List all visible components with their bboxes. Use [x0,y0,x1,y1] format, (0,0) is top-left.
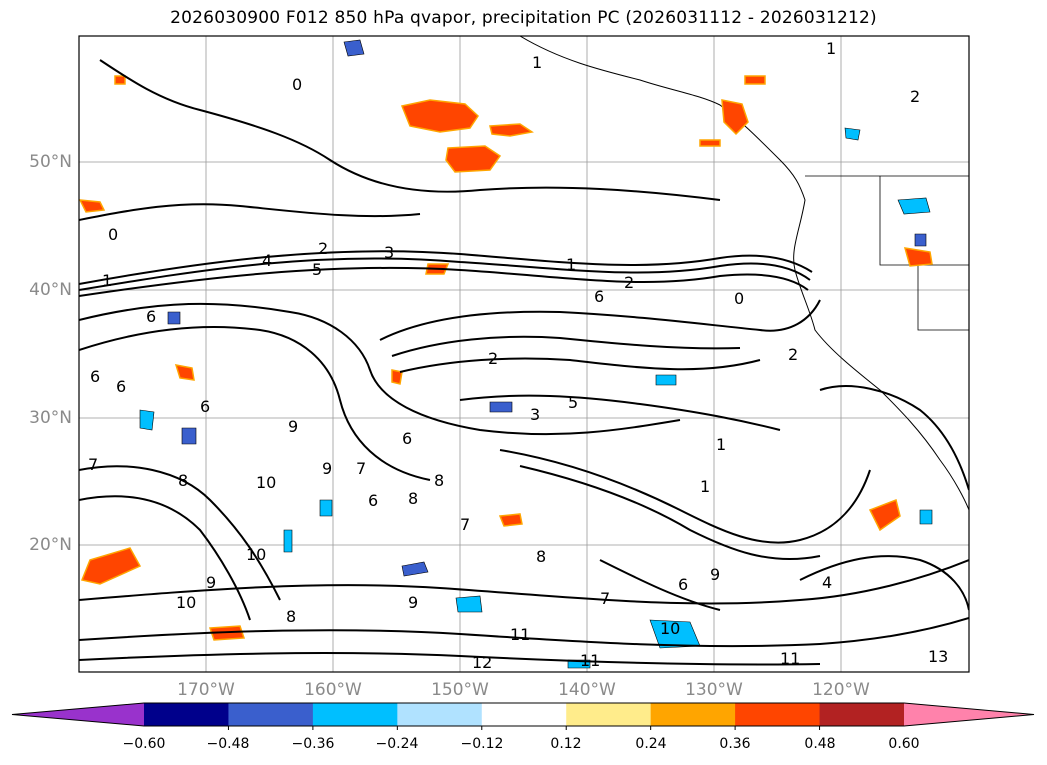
colorbar-tick: −0.48 [206,736,250,752]
lon-label-150w: 150°W [431,680,489,700]
svg-text:6: 6 [146,307,156,326]
colorbar-tick: 0.36 [719,736,751,752]
colorbar-tick: 0.48 [804,736,836,752]
map-title: 2026030900 F012 850 hPa qvapor, precipit… [170,8,877,28]
svg-text:1: 1 [566,255,576,274]
lon-label-170w: 170°W [177,680,235,700]
svg-text:3: 3 [384,243,394,262]
svg-text:2: 2 [910,87,920,106]
svg-text:11: 11 [580,651,600,670]
lon-label-140w: 140°W [558,680,616,700]
colorbar-tick: −0.36 [291,736,335,752]
svg-text:10: 10 [246,545,266,564]
svg-text:6: 6 [116,377,126,396]
svg-text:8: 8 [408,489,418,508]
lat-label-30n: 30°N [29,408,72,428]
svg-text:11: 11 [510,625,530,644]
svg-text:11: 11 [780,649,800,668]
svg-text:7: 7 [88,455,98,474]
colorbar-tick: −0.12 [460,736,504,752]
svg-text:12: 12 [472,653,492,672]
svg-text:2: 2 [318,239,328,258]
svg-text:8: 8 [536,547,546,566]
lon-label-120w: 120°W [812,680,870,700]
svg-text:1: 1 [716,435,726,454]
lon-label-130w: 130°W [685,680,743,700]
svg-text:2: 2 [624,273,634,292]
svg-text:8: 8 [286,607,296,626]
svg-text:8: 8 [178,471,188,490]
svg-text:7: 7 [460,515,470,534]
lon-label-160w: 160°W [304,680,362,700]
svg-text:5: 5 [312,260,322,279]
svg-text:5: 5 [568,393,578,412]
svg-text:13: 13 [928,647,948,666]
colorbar-tick: −0.60 [122,736,166,752]
svg-text:6: 6 [200,397,210,416]
svg-text:6: 6 [594,287,604,306]
lat-label-20n: 20°N [29,535,72,555]
svg-text:10: 10 [176,593,196,612]
colorbar-tick: 0.12 [550,736,582,752]
precip-positive-patches [79,75,933,641]
svg-text:6: 6 [368,491,378,510]
lat-label-50n: 50°N [29,152,72,172]
svg-text:1: 1 [700,477,710,496]
svg-text:3: 3 [530,405,540,424]
svg-text:4: 4 [822,573,832,592]
colorbar-tick: 0.24 [635,736,667,752]
svg-text:2: 2 [788,345,798,364]
svg-text:0: 0 [108,225,118,244]
svg-text:10: 10 [256,473,276,492]
svg-text:9: 9 [322,459,332,478]
svg-text:6: 6 [90,367,100,386]
svg-text:9: 9 [288,417,298,436]
svg-text:7: 7 [600,589,610,608]
svg-text:1: 1 [102,271,112,290]
coastline [519,36,969,511]
svg-text:10: 10 [660,619,680,638]
svg-text:7: 7 [356,459,366,478]
contour-lines [79,59,969,666]
colorbar-tick: 0.60 [888,736,920,752]
svg-text:0: 0 [734,289,744,308]
svg-text:1: 1 [532,53,542,72]
svg-text:4: 4 [262,251,272,270]
svg-text:2: 2 [488,349,498,368]
lat-label-40n: 40°N [29,280,72,300]
state-borders [805,175,969,331]
map-frame [78,35,970,673]
svg-text:6: 6 [402,429,412,448]
contour-labels: 1 0 1 2 0 2 3 4 5 1 1 2 6 0 6 6 2 6 6 6 … [88,39,948,672]
svg-text:1: 1 [826,39,836,58]
svg-text:9: 9 [408,593,418,612]
svg-text:8: 8 [434,471,444,490]
svg-text:6: 6 [678,575,688,594]
precip-negative-patches [139,39,933,669]
colorbar-tick: −0.24 [375,736,419,752]
svg-text:9: 9 [710,565,720,584]
svg-text:0: 0 [292,75,302,94]
svg-text:9: 9 [206,573,216,592]
